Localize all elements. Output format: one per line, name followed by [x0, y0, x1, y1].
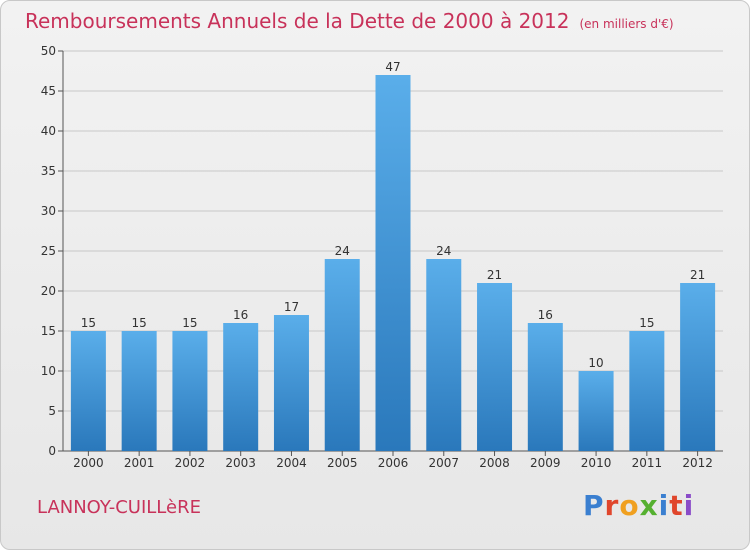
value-label: 15 [132, 316, 147, 330]
y-tick-label: 35 [41, 164, 56, 178]
bar [172, 331, 208, 451]
value-label: 24 [436, 244, 451, 258]
bar [70, 331, 106, 451]
y-tick-label: 10 [41, 364, 56, 378]
value-label: 21 [487, 268, 502, 282]
x-tick-label: 2002 [175, 456, 206, 470]
chart-title: Remboursements Annuels de la Dette de 20… [25, 9, 674, 33]
bar [680, 283, 716, 451]
bar [426, 259, 462, 451]
bar [273, 315, 309, 451]
bars [70, 75, 716, 451]
bar [375, 75, 411, 451]
x-tick-label: 2007 [428, 456, 459, 470]
unit-note: (en milliers d'€) [579, 17, 674, 31]
y-tick-label: 0 [48, 444, 56, 458]
y-tick-label: 50 [41, 44, 56, 58]
bar [324, 259, 360, 451]
bar [578, 371, 614, 451]
y-tick-label: 40 [41, 124, 56, 138]
bar [223, 323, 259, 451]
value-label: 17 [284, 300, 299, 314]
value-label: 47 [385, 60, 400, 74]
y-tick-label: 45 [41, 84, 56, 98]
x-tick-label: 2009 [530, 456, 561, 470]
bar [629, 331, 665, 451]
x-tick-label: 2000 [73, 456, 104, 470]
bar [527, 323, 563, 451]
value-label: 15 [182, 316, 197, 330]
x-tick-label: 2004 [276, 456, 307, 470]
value-label: 24 [335, 244, 350, 258]
chart-title-text: Remboursements Annuels de la Dette de 20… [25, 9, 570, 33]
x-tick-label: 2008 [479, 456, 510, 470]
x-tick-label: 2003 [225, 456, 256, 470]
bar [477, 283, 513, 451]
y-tick-label: 25 [41, 244, 56, 258]
bar [121, 331, 157, 451]
proxiti-logo: Proxiti [583, 489, 695, 522]
value-label: 10 [588, 356, 603, 370]
y-tick-label: 30 [41, 204, 56, 218]
x-tick-label: 2010 [581, 456, 612, 470]
value-label: 16 [233, 308, 248, 322]
x-tick-label: 2012 [682, 456, 713, 470]
y-tick-label: 15 [41, 324, 56, 338]
value-label: 15 [81, 316, 96, 330]
x-tick-label: 2005 [327, 456, 358, 470]
x-tick-label: 2011 [632, 456, 663, 470]
value-label: 21 [690, 268, 705, 282]
value-label: 15 [639, 316, 654, 330]
y-tick-label: 5 [48, 404, 56, 418]
place-name: LANNOY-CUILLèRE [37, 497, 201, 518]
y-tick-label: 20 [41, 284, 56, 298]
labels: 0 5 10 15 20 25 30 35 40 45 50 15 2000 15 2001 15 2002 16… [41, 44, 713, 470]
x-tick-label: 2006 [378, 456, 409, 470]
value-label: 16 [538, 308, 553, 322]
x-tick-label: 2001 [124, 456, 155, 470]
